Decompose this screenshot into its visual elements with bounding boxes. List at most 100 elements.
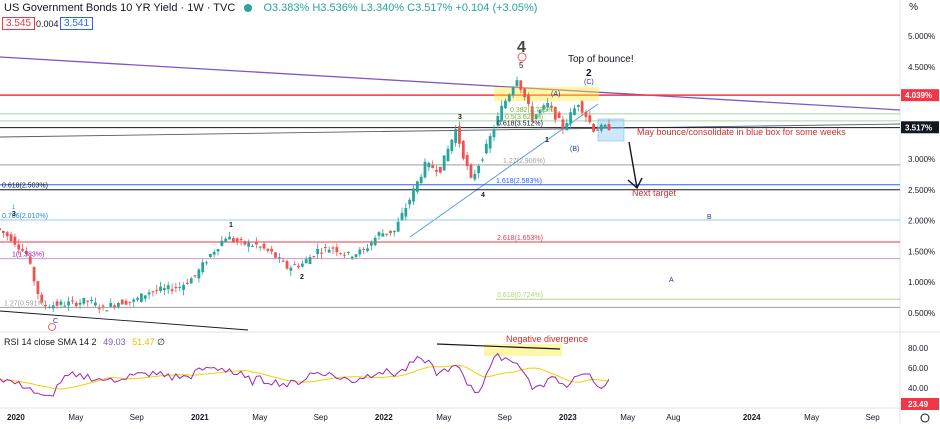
candle-body[interactable]	[67, 301, 70, 306]
candle-body[interactable]	[369, 242, 373, 246]
symbol-title[interactable]: US Government Bonds 10 YR Yield · 1W · T…	[4, 2, 236, 14]
candle-body[interactable]	[2, 230, 5, 233]
candle-body[interactable]	[346, 251, 350, 254]
candle-body[interactable]	[55, 301, 59, 306]
candle-body[interactable]	[51, 305, 55, 309]
rsi-title[interactable]: RSI 14 close SMA 14 2	[4, 337, 97, 347]
candle-body[interactable]	[82, 297, 86, 304]
candle-body[interactable]	[358, 249, 362, 255]
candle-body[interactable]	[285, 261, 289, 269]
candle-body[interactable]	[415, 181, 419, 192]
divergence-line[interactable]	[436, 343, 561, 350]
candle-body[interactable]	[170, 289, 174, 292]
candle-body[interactable]	[93, 302, 97, 306]
candle-body[interactable]	[569, 112, 573, 124]
candle-body[interactable]	[224, 238, 228, 242]
candle-body[interactable]	[116, 302, 120, 307]
candle-body[interactable]	[151, 291, 155, 293]
chart-note[interactable]: Top of bounce!	[568, 54, 634, 65]
candle-body[interactable]	[316, 248, 320, 255]
candle-body[interactable]	[86, 300, 90, 302]
candle-body[interactable]	[392, 230, 396, 233]
rsi-last-tag[interactable]	[901, 398, 939, 410]
candle-body[interactable]	[124, 300, 128, 305]
candle-body[interactable]	[523, 88, 527, 98]
candle-body[interactable]	[36, 281, 40, 294]
candle-body[interactable]	[143, 295, 147, 299]
candle-body[interactable]	[538, 109, 542, 114]
candle-body[interactable]	[477, 165, 481, 174]
candle-body[interactable]	[438, 166, 442, 173]
candle-body[interactable]	[488, 136, 492, 149]
candle-body[interactable]	[354, 254, 358, 257]
candle-body[interactable]	[561, 119, 565, 129]
candle-body[interactable]	[507, 94, 511, 102]
candle-body[interactable]	[139, 293, 143, 302]
candle-body[interactable]	[565, 123, 569, 131]
rsi-ma-line[interactable]	[0, 364, 610, 390]
candle-body[interactable]	[90, 299, 93, 302]
candle-body[interactable]	[461, 140, 465, 159]
candle-body[interactable]	[527, 94, 530, 104]
candle-body[interactable]	[235, 238, 239, 242]
percent-scale-icon[interactable]: %	[909, 2, 918, 13]
neckline-trendline[interactable]	[0, 123, 901, 138]
ask-price[interactable]: 3.541	[60, 17, 94, 30]
candle-body[interactable]	[71, 300, 74, 302]
candle-body[interactable]	[113, 305, 116, 307]
candle-body[interactable]	[274, 252, 277, 258]
candle-body[interactable]	[519, 80, 523, 90]
candle-body[interactable]	[534, 114, 538, 120]
candle-body[interactable]	[231, 238, 235, 242]
candle-body[interactable]	[178, 286, 182, 288]
candle-body[interactable]	[385, 233, 389, 235]
candle-body[interactable]	[596, 129, 599, 131]
candle-body[interactable]	[343, 254, 346, 256]
target-arrow[interactable]	[628, 141, 638, 189]
candle-body[interactable]	[592, 123, 596, 132]
candle-body[interactable]	[511, 87, 515, 96]
candle-body[interactable]	[174, 286, 178, 289]
candle-body[interactable]	[576, 104, 580, 107]
candle-body[interactable]	[400, 212, 404, 220]
candle-body[interactable]	[228, 236, 231, 240]
candle-body[interactable]	[423, 161, 427, 178]
candle-body[interactable]	[335, 247, 339, 253]
candle-body[interactable]	[458, 126, 461, 144]
candle-body[interactable]	[189, 278, 193, 284]
candle-body[interactable]	[277, 257, 281, 259]
candle-body[interactable]	[389, 230, 392, 234]
candle-body[interactable]	[553, 106, 557, 120]
candle-body[interactable]	[197, 269, 201, 279]
candle-body[interactable]	[308, 257, 312, 265]
candle-body[interactable]	[63, 305, 67, 307]
settings-icon[interactable]	[920, 413, 930, 423]
candle-body[interactable]	[377, 232, 381, 236]
candle-body[interactable]	[331, 247, 335, 249]
candle-body[interactable]	[48, 307, 51, 309]
candle-body[interactable]	[300, 263, 304, 267]
candle-body[interactable]	[435, 169, 438, 172]
bid-price[interactable]: 3.545	[2, 17, 36, 30]
candle-body[interactable]	[44, 304, 47, 307]
candle-body[interactable]	[362, 249, 366, 251]
candle-body[interactable]	[469, 164, 473, 178]
chart-note[interactable]: Negative divergence	[506, 334, 588, 344]
candle-body[interactable]	[220, 240, 224, 246]
candle-body[interactable]	[408, 199, 412, 205]
candle-body[interactable]	[304, 259, 308, 264]
candle-body[interactable]	[607, 124, 611, 131]
candle-body[interactable]	[162, 288, 166, 291]
candle-body[interactable]	[251, 245, 254, 247]
candle-body[interactable]	[546, 103, 550, 108]
price-label-tag[interactable]	[901, 89, 939, 102]
candle-body[interactable]	[492, 129, 496, 138]
candle-body[interactable]	[339, 253, 343, 255]
candle-body[interactable]	[431, 165, 435, 168]
candle-body[interactable]	[159, 286, 162, 291]
candle-body[interactable]	[481, 159, 484, 161]
candle-body[interactable]	[132, 299, 136, 302]
candle-body[interactable]	[208, 254, 212, 257]
candle-body[interactable]	[312, 256, 316, 258]
candle-body[interactable]	[105, 310, 109, 312]
